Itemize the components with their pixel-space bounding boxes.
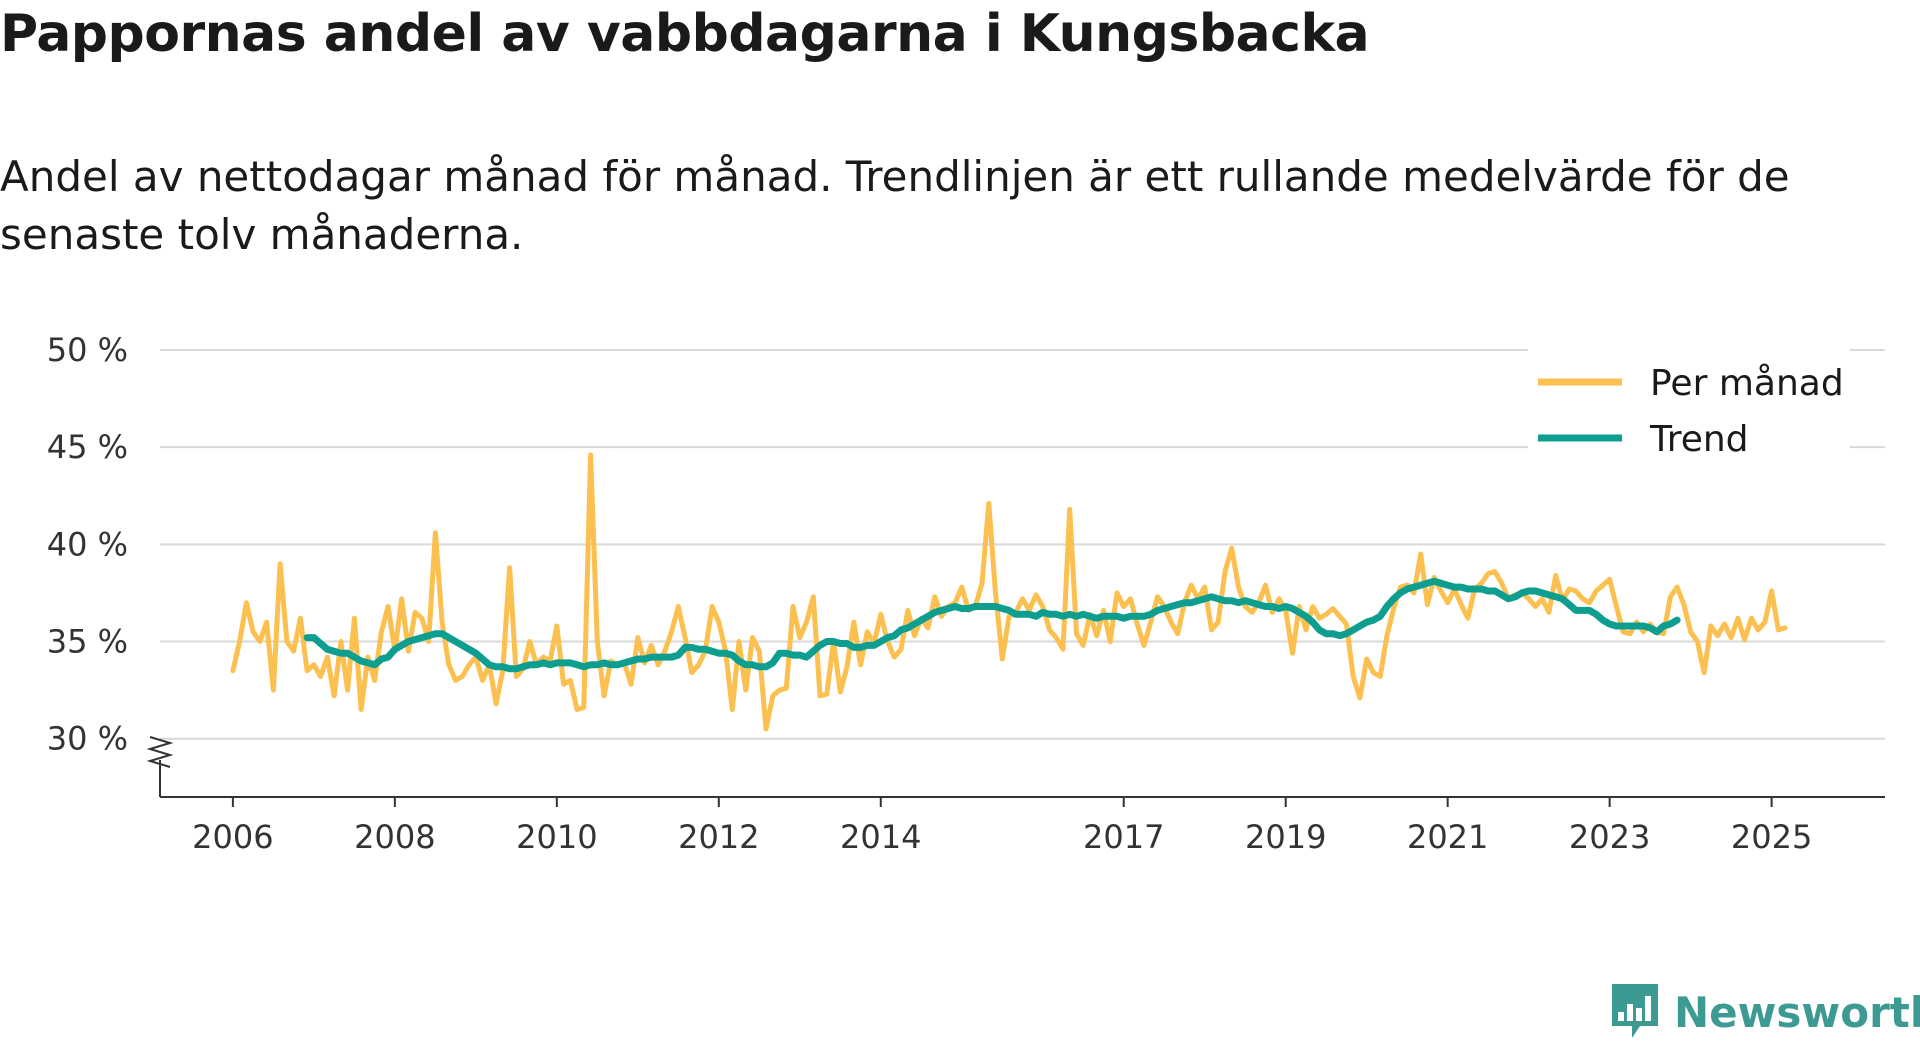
x-tick-label: 2017 bbox=[1083, 818, 1164, 856]
axis-break-icon bbox=[146, 736, 174, 768]
series-lines bbox=[230, 452, 1788, 732]
x-tick-label: 2021 bbox=[1407, 818, 1488, 856]
x-axis: 2006 2008 2010 2012 2014 2017 2019 2021 2023 2025 bbox=[146, 736, 1885, 856]
x-tick-label: 2014 bbox=[840, 818, 921, 856]
y-axis: 30 % 35 % 40 % 45 % 50 % bbox=[47, 331, 128, 758]
x-tick-label: 2019 bbox=[1245, 818, 1326, 856]
legend-label-trend: Trend bbox=[1649, 419, 1749, 460]
x-tick-label: 2025 bbox=[1731, 818, 1812, 856]
legend: Per månad Trend bbox=[1528, 348, 1850, 460]
x-tick-label: 2023 bbox=[1569, 818, 1650, 856]
x-tick-label: 2008 bbox=[354, 818, 435, 856]
x-tick-label: 2006 bbox=[192, 818, 273, 856]
y-tick-label: 50 % bbox=[47, 331, 128, 369]
brand-logo: Newsworthy bbox=[1610, 980, 1920, 1044]
brand-name: Newsworthy bbox=[1674, 987, 1920, 1037]
y-tick-label: 35 % bbox=[47, 623, 128, 661]
chart-subtitle: Andel av nettodagar månad för månad. Tre… bbox=[0, 152, 1790, 259]
chart-title: Pappornas andel av vabbdagarna i Kungsba… bbox=[0, 4, 1370, 64]
line-chart: 30 % 35 % 40 % 45 % 50 % 2006 2008 2010 2012 201… bbox=[47, 331, 1885, 856]
y-tick-label: 45 % bbox=[47, 428, 128, 466]
y-tick-label: 40 % bbox=[47, 525, 128, 563]
series-line-per-manad bbox=[230, 452, 1788, 732]
x-tick-label: 2010 bbox=[516, 818, 597, 856]
legend-label-per-manad: Per månad bbox=[1650, 363, 1844, 404]
y-tick-label: 30 % bbox=[47, 720, 128, 758]
x-tick-label: 2012 bbox=[678, 818, 759, 856]
newsworthy-logo-icon bbox=[1612, 984, 1658, 1038]
series-line-trend bbox=[303, 577, 1681, 673]
